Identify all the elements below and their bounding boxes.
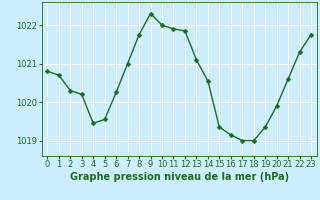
X-axis label: Graphe pression niveau de la mer (hPa): Graphe pression niveau de la mer (hPa) xyxy=(70,172,289,182)
